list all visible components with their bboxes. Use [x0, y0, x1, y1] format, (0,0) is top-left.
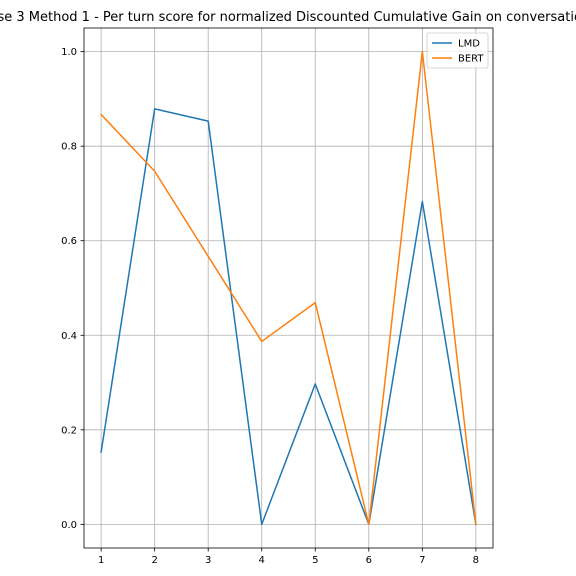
series-line-bert — [100, 50, 477, 526]
y-tick-label: 0.8 — [61, 142, 77, 153]
series-line-lmd — [100, 108, 477, 526]
x-tick-label: 6 — [366, 555, 372, 566]
chart-title: Phase 3 Method 1 - Per turn score for no… — [0, 10, 576, 25]
x-tick-label: 5 — [312, 555, 318, 566]
x-tick-label: 7 — [419, 555, 425, 566]
y-tick-label: 0.4 — [61, 331, 77, 342]
legend-box — [426, 32, 489, 69]
x-tick-label: 4 — [259, 555, 265, 566]
y-tick-label: 1.0 — [61, 47, 77, 58]
x-tick-label: 1 — [98, 555, 104, 566]
plot-frame — [83, 27, 494, 549]
axes: 1 2 3 4 5 6 7 8 0.0 0.2 0.4 0.6 0.8 1.0 — [61, 27, 494, 566]
legend: LMD BERT — [426, 32, 489, 69]
grid — [84, 28, 493, 548]
y-tick-label: 0.0 — [61, 520, 77, 531]
legend-label-lmd: LMD — [458, 39, 480, 50]
data-series — [100, 50, 477, 526]
x-tick-label: 2 — [151, 555, 157, 566]
y-tick-label: 0.6 — [61, 236, 77, 247]
x-tick-label: 3 — [205, 555, 211, 566]
y-tick-label: 0.2 — [61, 425, 77, 436]
x-tick-label: 8 — [473, 555, 479, 566]
legend-label-bert: BERT — [458, 54, 484, 65]
